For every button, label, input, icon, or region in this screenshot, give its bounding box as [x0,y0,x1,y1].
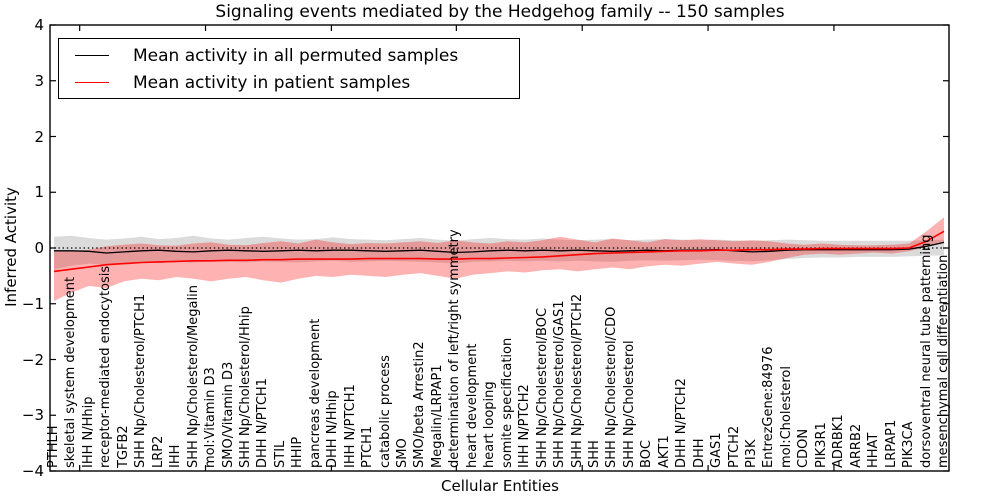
x-tick-label: determination of left/right symmetry [447,229,463,468]
x-tick-label: TGFB2 [115,425,131,468]
chart-title: Signaling events mediated by the Hedgeho… [215,2,785,22]
x-tick-label: catabolic process [377,355,393,468]
x-tick-label: SHH Np/Cholesterol/Hhip [237,306,253,468]
permuted-line-swatch [75,55,109,56]
y-tick-label: 2 [34,127,44,146]
x-tick-label: PIK3CA [901,421,917,468]
x-tick-label: mesenchymal cell differentiation [936,254,951,468]
x-tick-label: GAS1 [709,432,725,469]
legend-label-patient: Mean activity in patient samples [133,72,411,93]
permuted-band [54,235,944,270]
patient-mean-line [53,230,945,273]
x-tick-label: HHIP [290,436,306,468]
x-tick-label: mol:Cholesterol [778,366,794,468]
x-tick-label: SHH Np/Cholesterol [621,340,637,468]
x-tick-label: LRPAP1 [883,419,899,468]
x-tick-label: LRP2 [150,435,166,468]
patient-line-swatch [75,82,109,83]
x-tick-label: PTHLH [46,425,61,468]
x-tick-label: SMO [395,438,411,468]
y-tick-label: 4 [34,16,44,34]
x-tick-label: SHH Np/Cholesterol/BOC [534,307,550,468]
legend-label-permuted: Mean activity in all permuted samples [133,45,459,66]
x-tick-label: PIK3R1 [813,422,829,468]
patient-band [54,217,944,301]
y-tick-label: 0 [34,239,44,257]
x-tick-label: SHH Np/Cholesterol/GAS1 [552,300,568,468]
y-tick-label: −3 [21,406,44,425]
legend: Mean activity in all permuted samples Me… [58,38,520,99]
x-tick-label: BOC [639,440,655,468]
permuted-mean-line [54,241,945,254]
x-tick-label: PI3K [744,439,760,468]
x-tick-label: somite specification [499,337,515,468]
x-tick-label: IHH [168,444,184,468]
y-tick-label: −2 [21,350,44,369]
x-tick-label: STIL [272,440,288,468]
x-tick-label: CDON [796,428,812,468]
x-tick-label: SHH Np/Cholesterol/CDO [604,306,620,468]
x-tick-label: dorsoventral neural tube patterning [918,234,934,468]
x-tick-label: DHH [691,438,707,468]
series-lines [53,230,945,273]
y-tick-label: 1 [34,183,44,202]
plot-border [49,24,950,472]
x-tick-label: DHH N/PTCH2 [674,378,690,468]
x-tick-label: DHH N/PTCH1 [255,378,271,468]
x-tick-label: ARRB2 [848,423,864,468]
x-tick-label: SMO/beta Arrestin2 [412,341,428,468]
x-tick-label: SHH [586,440,602,468]
x-tick-label: SHH Np/Cholesterol/PTCH2 [569,293,585,468]
x-tick-label: PTCH2 [726,425,742,468]
x-tick-label: SHH Np/Cholesterol/PTCH1 [133,293,149,468]
x-tick-label: ADRBK1 [831,414,847,468]
x-tick-label: IHH N/PTCH2 [517,384,533,468]
legend-item-permuted: Mean activity in all permuted samples [75,42,519,69]
y-tick-label: −1 [21,294,44,313]
x-tick-label: HHAT [866,432,882,468]
x-tick-label: EntrezGene:84976 [761,346,777,468]
x-tick-label: SHH Np/Cholesterol/Megalin [185,285,201,468]
x-tick-label: skeletal system development [63,276,79,468]
x-tick-label: SMO/Vitamin D3 [220,361,236,468]
confidence-bands [54,217,944,301]
y-tick-label: 3 [34,71,44,90]
x-axis-label: Cellular Entities [441,477,559,495]
x-tick-label: PTCH1 [360,425,376,468]
x-tick-label: IHH N/Hhip [80,396,96,469]
legend-item-patient: Mean activity in patient samples [75,69,519,96]
x-tick-label: pancreas development [307,318,323,468]
x-tick-label: IHH N/PTCH1 [342,384,358,468]
x-tick-label: Megalin/LRPAP1 [429,364,445,468]
x-tick-label: DHH N/Hhip [325,390,341,468]
x-tick-label: heart development [464,343,480,468]
y-tick-label: −4 [21,462,44,480]
x-tick-label: heart looping [482,381,498,468]
x-tick-label: AKT1 [656,435,672,468]
x-tick-label: receptor-mediated endocytosis [98,265,114,468]
x-tick-label: mol:Vitamin D3 [203,367,219,468]
